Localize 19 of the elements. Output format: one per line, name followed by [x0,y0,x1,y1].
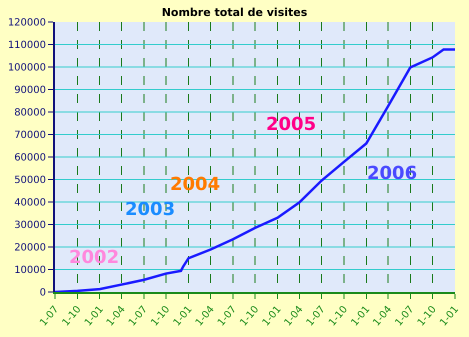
annotation: 2005 [266,114,316,135]
y-tick-label: 90000 [14,85,46,96]
y-tick-label: 120000 [8,18,46,28]
annotation: 2003 [125,199,176,220]
y-tick-label: 70000 [14,130,46,141]
annotation: 2006 [367,163,418,184]
y-tick-label: 100000 [8,62,46,74]
y-tick-label: 80000 [14,108,46,118]
y-tick-label: 50000 [14,175,46,186]
annotation: 2004 [170,174,220,195]
y-tick-label: 40000 [14,198,46,208]
y-tick-label: 20000 [14,242,46,254]
chart-title: Nombre total de visites [162,6,308,20]
annotation: 2002 [69,247,120,268]
y-tick-label: 60000 [14,152,46,164]
y-tick-label: 110000 [8,40,46,51]
y-tick-label: 10000 [14,265,46,276]
y-tick-label: 0 [40,288,46,298]
y-tick-label: 30000 [14,220,46,231]
